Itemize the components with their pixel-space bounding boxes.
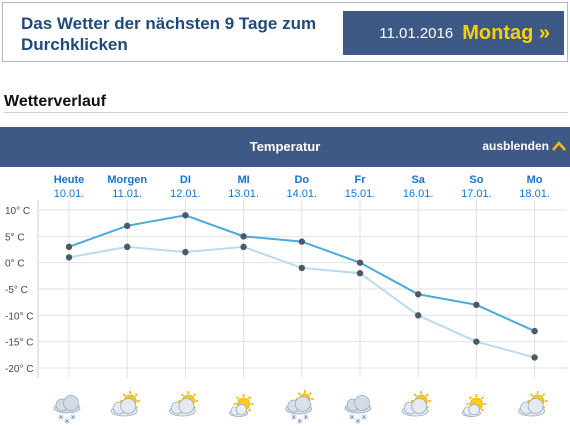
date-label: 13.01. (228, 188, 259, 200)
series-max-point (65, 243, 73, 251)
cloud-snow-icon: ✳ ✳ ✳ (53, 395, 81, 426)
y-tick-label: 0° C (5, 259, 25, 270)
day-date: 11.01.2016 (379, 24, 454, 42)
y-tick-label: -15° C (5, 338, 33, 349)
date-label: 10.01. (54, 188, 85, 200)
svg-text:✳: ✳ (296, 417, 303, 426)
hide-chart-label: ausblenden (482, 139, 549, 153)
series-max-point (298, 238, 305, 245)
series-max-point (182, 212, 189, 219)
sun-cloud-icon (401, 391, 432, 417)
svg-text:✳: ✳ (64, 417, 71, 426)
series-min-point (473, 338, 480, 345)
day-label: Fr (355, 174, 367, 186)
series-min-point (298, 264, 305, 272)
y-tick-label: -5° C (5, 285, 28, 296)
temperature-chart: Heute 10.01. Morgen 11.01. DI 12.01. MI 13.01. D… (5, 174, 567, 426)
svg-text:✳: ✳ (58, 413, 65, 422)
series-max-point (124, 222, 131, 229)
date-label: 15.01. (345, 188, 376, 200)
date-label: 11.01. (112, 188, 142, 200)
series-max-point (531, 327, 538, 335)
date-label: 17.01. (461, 188, 492, 200)
y-tick-label: 10° C (5, 206, 30, 217)
series-max-point (356, 259, 364, 266)
series-min-point (182, 248, 189, 256)
day-label: Do (294, 174, 309, 186)
date-label: 18.01. (519, 188, 550, 200)
series-max-point (415, 291, 422, 298)
svg-text:✳: ✳ (70, 413, 77, 422)
cloud-snow-icon: ✳ ✳ ✳ (344, 395, 372, 426)
svg-text:✳: ✳ (361, 413, 368, 422)
chevron-up-icon (552, 141, 566, 151)
day-label: Morgen (107, 174, 147, 186)
y-tick-label: -20° C (5, 364, 33, 375)
y-tick-label: -10° C (5, 311, 33, 322)
chart-title: Temperatur (249, 139, 321, 154)
day-label: So (469, 174, 483, 186)
day-label: Heute (54, 174, 85, 186)
sun-icon (461, 394, 487, 417)
sun-cloud-icon (110, 391, 141, 417)
section-divider (4, 112, 568, 113)
sun-icon (229, 394, 254, 417)
section-title: Wetterverlauf (4, 93, 106, 110)
svg-text:✳: ✳ (302, 413, 309, 422)
forecast-banner: Das Wetter der nächsten 9 Tage zum Durch… (2, 2, 568, 62)
svg-text:✳: ✳ (355, 417, 362, 426)
banner-title: Das Wetter der nächsten 9 Tage zum Durch… (21, 14, 317, 54)
next-day-button[interactable]: 11.01.2016 Montag » (343, 11, 564, 55)
series-min-point (124, 243, 131, 251)
date-label: 16.01. (403, 188, 434, 200)
series-max-point (240, 233, 247, 240)
y-tick-label: 5° C (5, 232, 25, 243)
day-label: Mo (527, 174, 543, 186)
series-min-point (531, 354, 538, 361)
svg-text:✳: ✳ (349, 413, 356, 422)
series-min-point (240, 243, 247, 251)
day-name: Montag » (462, 21, 550, 44)
day-label: DI (180, 174, 191, 186)
day-label: Sa (411, 174, 425, 186)
sun-cloud-icon (169, 391, 199, 417)
svg-text:✳: ✳ (290, 413, 297, 422)
chart-header: Temperatur ausblenden (0, 127, 570, 167)
sun-cloud-snow-icon: ✳ ✳ ✳ (285, 390, 314, 426)
series-min-point (356, 270, 364, 277)
hide-chart-button[interactable]: ausblenden (482, 139, 566, 153)
day-label: MI (237, 174, 249, 186)
series-max-point (473, 301, 480, 308)
series-min-point (65, 254, 73, 261)
series-min-point (415, 312, 422, 319)
sun-cloud-icon (518, 391, 548, 417)
date-label: 12.01. (170, 188, 201, 200)
date-label: 14.01. (287, 188, 318, 200)
